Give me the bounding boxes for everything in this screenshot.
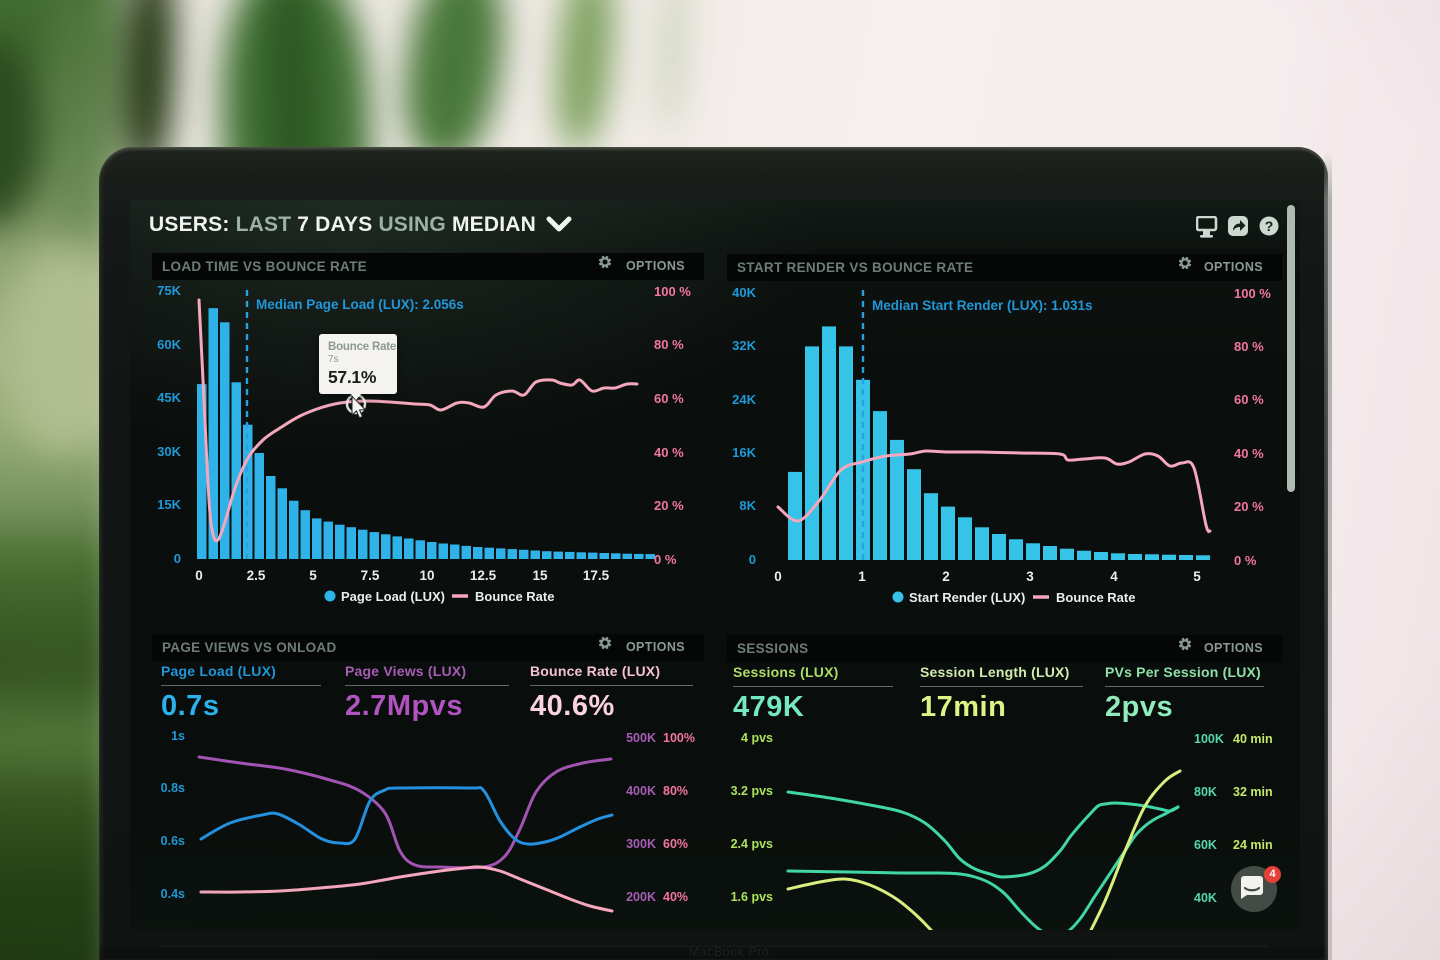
svg-text:40%: 40%	[663, 890, 688, 904]
svg-text:300K: 300K	[626, 837, 656, 851]
svg-text:24 min: 24 min	[1233, 838, 1273, 852]
svg-text:0: 0	[749, 552, 756, 567]
svg-text:400K: 400K	[626, 784, 656, 798]
svg-text:Median Start Render (LUX): 1.0: Median Start Render (LUX): 1.031s	[872, 298, 1093, 313]
svg-text:1s: 1s	[171, 729, 185, 743]
svg-text:500K: 500K	[626, 731, 656, 745]
svg-text:200K: 200K	[626, 890, 656, 904]
svg-text:40 min: 40 min	[1233, 732, 1273, 746]
svg-text:10: 10	[419, 568, 434, 583]
svg-text:?: ?	[1265, 218, 1274, 234]
svg-text:0 %: 0 %	[654, 552, 677, 567]
svg-text:100K: 100K	[1194, 732, 1224, 746]
svg-text:40K: 40K	[732, 285, 756, 300]
svg-text:80 %: 80 %	[654, 337, 684, 352]
svg-text:32K: 32K	[732, 338, 756, 353]
svg-text:8K: 8K	[739, 498, 756, 513]
svg-text:20 %: 20 %	[1234, 499, 1264, 514]
svg-text:Median Page Load (LUX): 2.056s: Median Page Load (LUX): 2.056s	[256, 297, 464, 312]
svg-text:32 min: 32 min	[1233, 785, 1273, 799]
svg-text:60K: 60K	[157, 337, 181, 352]
svg-text:0.8s: 0.8s	[161, 781, 185, 795]
svg-text:20 %: 20 %	[654, 498, 684, 513]
svg-text:5: 5	[309, 568, 317, 583]
svg-text:1.6 pvs: 1.6 pvs	[731, 890, 773, 904]
svg-text:5: 5	[1193, 569, 1201, 584]
svg-text:3: 3	[1026, 569, 1034, 584]
svg-text:100 %: 100 %	[1234, 286, 1271, 301]
svg-text:0: 0	[195, 568, 203, 583]
svg-text:15: 15	[532, 568, 548, 583]
svg-text:45K: 45K	[157, 390, 181, 405]
svg-text:2.4 pvs: 2.4 pvs	[731, 837, 773, 851]
svg-text:40 %: 40 %	[654, 445, 684, 460]
svg-text:Page Load (LUX): Page Load (LUX)	[341, 589, 445, 604]
svg-text:80%: 80%	[663, 784, 688, 798]
svg-text:60K: 60K	[1194, 838, 1217, 852]
svg-text:15K: 15K	[157, 497, 181, 512]
svg-text:0.4s: 0.4s	[161, 887, 185, 901]
svg-text:100%: 100%	[663, 731, 695, 745]
svg-text:Bounce Rate: Bounce Rate	[475, 589, 554, 604]
svg-text:4 pvs: 4 pvs	[741, 731, 773, 745]
svg-text:0: 0	[174, 551, 181, 566]
svg-text:24K: 24K	[732, 392, 756, 407]
svg-text:100 %: 100 %	[654, 284, 691, 299]
svg-text:3.2 pvs: 3.2 pvs	[731, 784, 773, 798]
svg-text:Start Render (LUX): Start Render (LUX)	[909, 590, 1025, 605]
svg-text:0: 0	[774, 569, 782, 584]
svg-text:75K: 75K	[157, 283, 181, 298]
svg-text:16K: 16K	[732, 445, 756, 460]
svg-text:80K: 80K	[1194, 785, 1217, 799]
svg-text:60 %: 60 %	[1234, 392, 1264, 407]
svg-text:7.5: 7.5	[361, 568, 380, 583]
svg-text:2.5: 2.5	[247, 568, 266, 583]
svg-text:4: 4	[1110, 569, 1118, 584]
svg-text:Bounce Rate: Bounce Rate	[1056, 590, 1135, 605]
svg-text:40K: 40K	[1194, 891, 1217, 905]
svg-text:40 %: 40 %	[1234, 446, 1264, 461]
svg-text:60 %: 60 %	[654, 391, 684, 406]
svg-text:0 %: 0 %	[1234, 553, 1257, 568]
svg-text:1: 1	[858, 569, 866, 584]
svg-text:0.6s: 0.6s	[161, 834, 185, 848]
svg-text:17.5: 17.5	[583, 568, 610, 583]
svg-text:30K: 30K	[157, 444, 181, 459]
svg-text:60%: 60%	[663, 837, 688, 851]
svg-text:2: 2	[942, 569, 950, 584]
svg-text:80 %: 80 %	[1234, 339, 1264, 354]
svg-text:12.5: 12.5	[470, 568, 497, 583]
